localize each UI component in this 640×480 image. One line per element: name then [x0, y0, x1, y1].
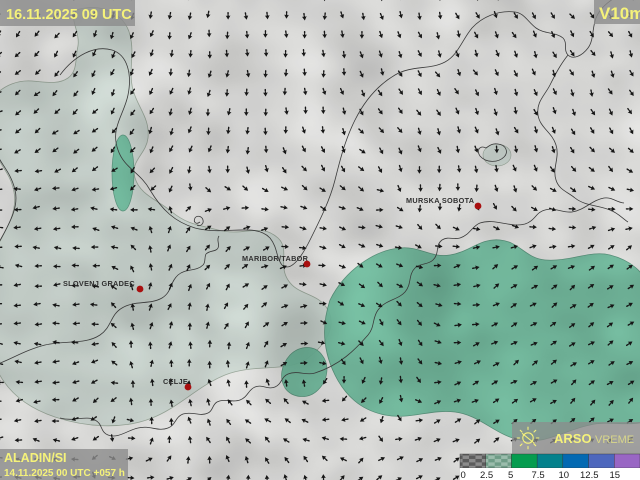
svg-text:ALADIN/SI: ALADIN/SI — [4, 451, 67, 465]
svg-text:12.5: 12.5 — [580, 470, 599, 480]
svg-text:0: 0 — [461, 470, 466, 480]
svg-text:14.11.2025 00 UTC +057 h: 14.11.2025 00 UTC +057 h — [4, 468, 125, 479]
svg-text:ARSO: ARSO — [554, 431, 592, 446]
svg-text:15: 15 — [610, 470, 621, 480]
svg-text:SLOVENJ GRADEC: SLOVENJ GRADEC — [63, 279, 135, 288]
svg-text:MARIBOR/TABOR: MARIBOR/TABOR — [242, 254, 309, 263]
svg-text:5: 5 — [508, 470, 513, 480]
svg-text:VREME: VREME — [595, 434, 634, 446]
svg-text:16.11.2025 09 UTC: 16.11.2025 09 UTC — [6, 7, 132, 23]
svg-text:CELJE: CELJE — [163, 377, 188, 386]
svg-text:2.5: 2.5 — [480, 470, 493, 480]
svg-text:MURSKA SOBOTA: MURSKA SOBOTA — [406, 196, 475, 205]
svg-text:10: 10 — [559, 470, 570, 480]
svg-text:7.5: 7.5 — [532, 470, 545, 480]
svg-text:V10m: V10m — [599, 4, 640, 23]
